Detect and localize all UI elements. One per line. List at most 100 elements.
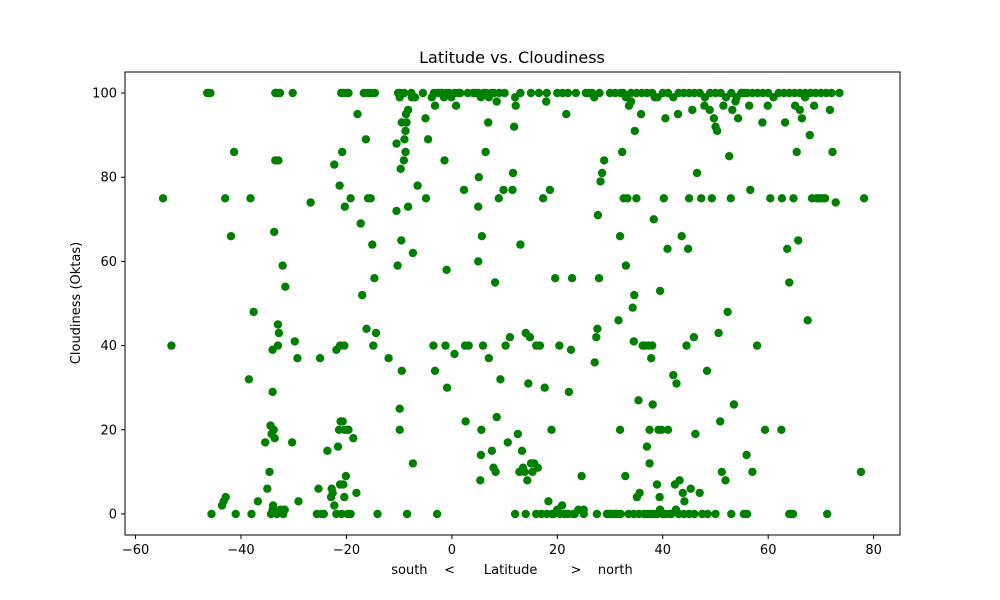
data-point	[766, 194, 775, 203]
data-point	[410, 93, 420, 102]
data-point	[657, 425, 666, 434]
data-point	[648, 341, 657, 350]
data-point	[274, 156, 283, 165]
data-point	[477, 425, 486, 434]
data-point	[590, 358, 599, 367]
data-point	[268, 501, 278, 510]
data-point	[547, 509, 557, 519]
data-point	[333, 442, 343, 451]
data-point	[327, 484, 336, 493]
data-point	[521, 509, 530, 519]
data-point	[673, 109, 683, 119]
data-point	[513, 429, 522, 439]
data-point	[663, 244, 672, 253]
data-point	[221, 492, 230, 502]
data-point	[593, 210, 603, 220]
data-point	[714, 328, 723, 338]
data-point	[544, 497, 553, 506]
data-point	[828, 147, 837, 157]
data-point	[314, 484, 323, 493]
data-point	[478, 341, 488, 350]
data-point	[669, 370, 678, 380]
data-point	[397, 118, 406, 127]
data-point	[338, 417, 347, 426]
data-point	[748, 467, 757, 477]
data-point	[369, 341, 378, 350]
data-point	[337, 509, 346, 519]
data-point	[401, 147, 410, 157]
data-point	[630, 126, 639, 136]
data-point	[831, 198, 840, 207]
data-point	[500, 88, 509, 98]
data-point	[231, 509, 240, 519]
data-point	[545, 185, 555, 195]
x-tick-label: 40	[654, 543, 671, 558]
data-point	[752, 341, 762, 350]
data-point	[403, 105, 413, 115]
x-axis-label: south < Latitude > north	[391, 563, 633, 578]
data-point	[794, 236, 803, 245]
plot-area-frame	[124, 71, 901, 536]
data-point	[510, 509, 520, 519]
data-point	[294, 497, 303, 506]
data-point	[777, 194, 787, 203]
data-point	[484, 354, 493, 363]
data-point	[476, 450, 486, 460]
data-point	[474, 173, 483, 182]
x-tick-label: 20	[549, 543, 566, 558]
data-point	[400, 135, 409, 144]
data-point	[618, 147, 627, 157]
data-point	[726, 194, 735, 203]
y-tick-label: 40	[100, 339, 117, 354]
data-point	[246, 194, 255, 203]
data-point	[508, 185, 517, 195]
data-point	[615, 425, 625, 434]
data-point	[577, 471, 586, 481]
data-point	[789, 194, 798, 203]
data-point	[430, 101, 440, 110]
data-point	[288, 88, 297, 98]
data-point	[319, 509, 328, 519]
y-tick-label: 80	[100, 171, 117, 186]
data-point	[716, 417, 725, 426]
data-point	[273, 320, 283, 329]
data-point	[384, 354, 393, 363]
data-point	[723, 307, 732, 317]
data-point	[399, 156, 409, 165]
data-point	[338, 147, 347, 157]
data-point	[508, 168, 518, 178]
data-point	[474, 257, 483, 266]
data-point	[542, 97, 551, 106]
data-point	[505, 333, 515, 342]
data-point	[461, 417, 470, 426]
data-point	[349, 434, 358, 443]
data-point	[403, 202, 413, 211]
data-point	[630, 290, 639, 300]
data-point	[705, 105, 714, 115]
data-point	[278, 261, 287, 270]
data-point	[827, 88, 836, 98]
data-point	[758, 118, 767, 127]
data-point	[353, 109, 362, 119]
data-point	[356, 219, 365, 228]
data-point	[263, 484, 272, 493]
data-point	[677, 232, 686, 241]
data-point	[760, 425, 770, 434]
data-point	[551, 274, 560, 283]
data-point	[717, 467, 726, 477]
data-point	[835, 88, 844, 98]
data-point	[682, 341, 691, 350]
data-point	[534, 88, 544, 98]
data-point	[535, 341, 545, 350]
data-point	[614, 316, 623, 325]
data-point	[564, 387, 574, 397]
data-point	[206, 88, 215, 98]
data-point	[217, 501, 227, 510]
data-point	[413, 181, 422, 190]
data-point	[626, 97, 636, 106]
data-point	[432, 509, 442, 519]
data-point	[623, 194, 632, 203]
data-point	[487, 446, 497, 455]
data-point	[691, 429, 700, 439]
data-point	[856, 467, 866, 477]
